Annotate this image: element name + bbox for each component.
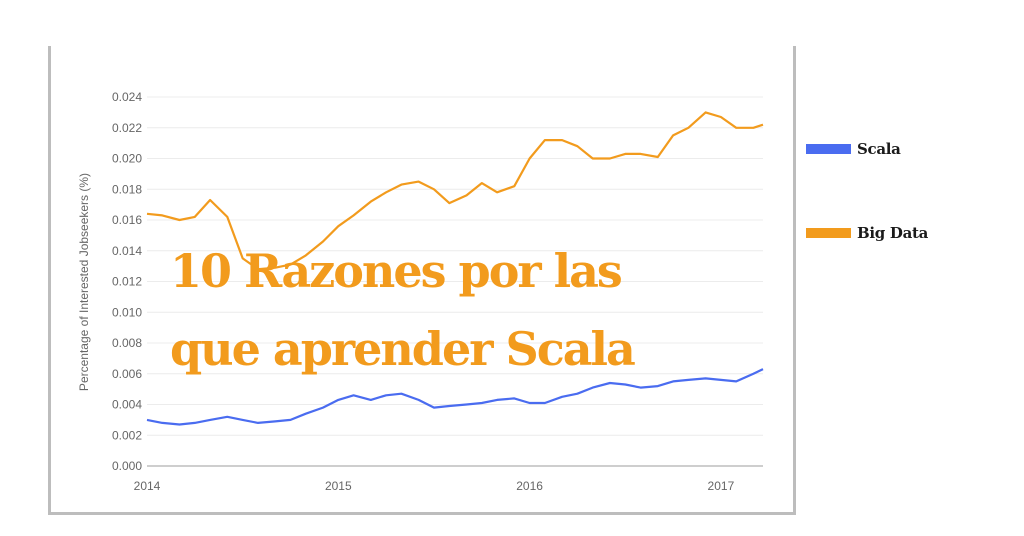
legend-item-scala: Scala [806,140,901,158]
x-axis-ticks: 2014 2015 2016 2017 [134,479,735,493]
y-tick-label: 0.010 [112,305,142,319]
y-axis-label: Percentage of Interested Jobseekers (%) [77,173,91,391]
legend-label-big-data: Big Data [857,224,929,242]
y-tick-label: 0.014 [112,244,142,258]
chart-frame [48,46,796,515]
y-tick-label: 0.018 [112,182,142,196]
y-tick-label: 0.000 [112,459,142,473]
y-tick-label: 0.006 [112,367,142,381]
x-tick-label: 2014 [134,479,161,493]
y-tick-label: 0.008 [112,336,142,350]
y-tick-label: 0.012 [112,275,142,289]
line-chart: 0.000 0.002 0.004 0.006 0.008 0.010 0.012 0.014… [77,90,764,493]
legend-label-scala: Scala [857,140,901,158]
gridlines [147,96,763,467]
title-line-2: que aprender Scala [170,322,636,376]
scala-line [146,368,764,426]
x-tick-label: 2016 [516,479,543,493]
y-tick-label: 0.004 [112,398,142,412]
y-tick-label: 0.016 [112,213,142,227]
overlay-title: 10 Razones por las que aprender Scala [170,232,636,388]
legend-item-big-data: Big Data [806,224,928,242]
title-line-1: 10 Razones por las [170,244,623,298]
x-tick-label: 2015 [325,479,352,493]
big-data-line [146,111,764,271]
y-tick-label: 0.024 [112,90,142,104]
x-tick-label: 2017 [708,479,735,493]
scala-swatch-icon [806,144,851,154]
y-tick-label: 0.002 [112,428,142,442]
y-tick-label: 0.020 [112,152,142,166]
big-data-swatch-icon [806,228,851,238]
y-axis-ticks: 0.000 0.002 0.004 0.006 0.008 0.010 0.012 0.014… [112,90,142,473]
y-tick-label: 0.022 [112,121,142,135]
